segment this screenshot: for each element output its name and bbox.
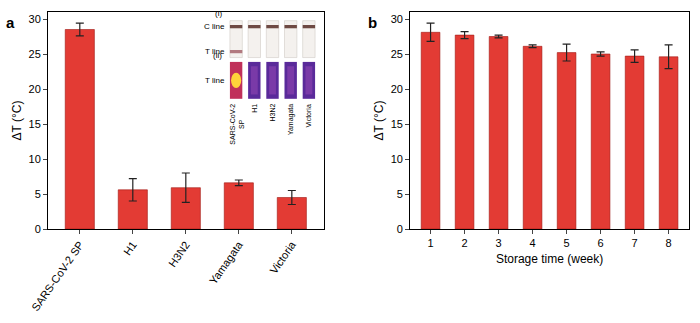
svg-text:15: 15: [391, 118, 403, 130]
svg-text:T line: T line: [205, 47, 225, 56]
svg-text:C line: C line: [204, 22, 225, 31]
svg-text:1: 1: [428, 237, 434, 249]
svg-text:6: 6: [598, 237, 604, 249]
svg-text:15: 15: [29, 118, 41, 130]
svg-text:b: b: [368, 14, 377, 31]
svg-text:(i): (i): [215, 9, 222, 18]
svg-text:3: 3: [496, 237, 502, 249]
svg-text:SARS-CoV-2SP: SARS-CoV-2SP: [229, 104, 245, 145]
svg-text:20: 20: [391, 83, 403, 95]
svg-text:0: 0: [397, 223, 403, 235]
svg-text:H3N2: H3N2: [269, 104, 276, 122]
svg-text:Yamagata: Yamagata: [287, 104, 295, 135]
svg-text:H1: H1: [121, 239, 139, 257]
svg-text:ΔT (°C): ΔT (°C): [10, 101, 24, 141]
svg-text:Victoria: Victoria: [267, 238, 298, 275]
svg-text:5: 5: [564, 237, 570, 249]
svg-text:5: 5: [397, 188, 403, 200]
svg-text:7: 7: [632, 237, 638, 249]
svg-text:20: 20: [29, 83, 41, 95]
svg-text:5: 5: [35, 188, 41, 200]
svg-text:25: 25: [29, 48, 41, 60]
svg-text:10: 10: [29, 153, 41, 165]
svg-text:8: 8: [666, 237, 672, 249]
svg-text:a: a: [6, 14, 15, 31]
svg-text:30: 30: [29, 13, 41, 25]
svg-text:30: 30: [391, 13, 403, 25]
svg-text:2: 2: [462, 237, 468, 249]
svg-text:SARS-CoV-2 SP: SARS-CoV-2 SP: [29, 239, 86, 313]
svg-text:(ii): (ii): [213, 51, 222, 60]
svg-text:ΔT (°C): ΔT (°C): [372, 101, 386, 141]
svg-text:25: 25: [391, 48, 403, 60]
svg-text:T line: T line: [205, 76, 225, 85]
svg-text:Storage time (week): Storage time (week): [496, 252, 603, 266]
svg-text:4: 4: [530, 237, 536, 249]
svg-text:H1: H1: [251, 104, 258, 113]
svg-text:0: 0: [35, 223, 41, 235]
svg-text:10: 10: [391, 153, 403, 165]
svg-text:Victoria: Victoria: [305, 104, 312, 127]
svg-text:H3N2: H3N2: [166, 239, 192, 269]
svg-text:Yamagata: Yamagata: [207, 238, 246, 286]
